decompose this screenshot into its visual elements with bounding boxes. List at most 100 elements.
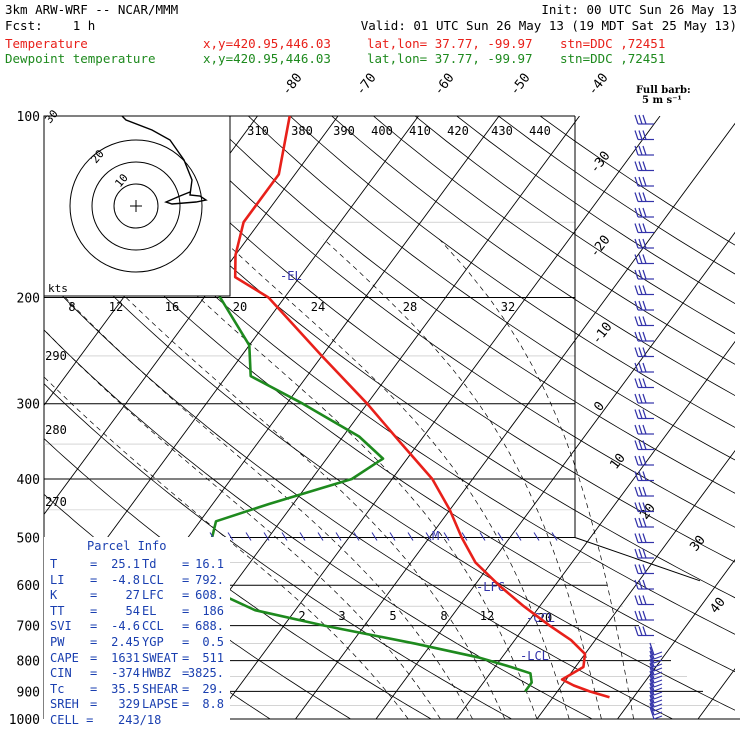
mixing-ratio-label: 5 — [389, 609, 396, 623]
wind-barb-flag — [638, 316, 643, 326]
isotherm-label: -70 — [353, 71, 379, 99]
wind-barb-flag — [638, 502, 643, 512]
parcel-value: 511 — [202, 650, 224, 665]
wind-barb-flag — [634, 533, 639, 543]
temp-legend-stn: stn=DDC ,72451 — [560, 36, 666, 51]
moist-adiabat — [439, 238, 634, 719]
parcel-value: 0.5 — [202, 635, 224, 649]
isotherm-label: -50 — [507, 71, 533, 99]
parcel-key: LI — [50, 572, 65, 587]
isotherm-label: 10 — [607, 451, 628, 473]
pressure-tick-label: 200 — [17, 292, 40, 307]
wind-barb-flag — [634, 579, 639, 590]
isotherm — [536, 449, 735, 719]
isotherm-label: -10 — [589, 320, 615, 348]
wind-barb-low — [649, 694, 655, 708]
level-label: M — [432, 529, 439, 543]
isotherm-label: 30 — [687, 533, 708, 555]
isotherm — [44, 116, 339, 516]
wind-barb-flag — [642, 626, 647, 636]
temp-legend-latlon: lat,lon= 37.77, -99.97 — [367, 36, 533, 51]
parcel-key: SVI — [50, 619, 72, 634]
parcel-key: LFC — [142, 588, 164, 603]
wind-barb-flag — [634, 192, 639, 202]
parcel-eq: = — [90, 635, 98, 649]
parcel-eq: = — [90, 697, 98, 712]
wind-barb-flag — [634, 564, 639, 574]
dry-adiabat — [248, 116, 735, 461]
wind-barb-flag — [634, 471, 639, 481]
parcel-eq: = — [182, 557, 190, 571]
dry-adiabat — [373, 116, 735, 365]
parcel-value: 329 — [118, 697, 140, 712]
wind-barb-flag — [634, 548, 639, 559]
level-tick — [371, 532, 378, 541]
parcel-key: CIN — [50, 666, 72, 681]
level-tick — [389, 532, 396, 541]
wind-barb-flag — [638, 161, 643, 171]
wind-barb-low-flag — [653, 667, 663, 672]
barb-legend-line1: Full barb: — [636, 85, 691, 96]
dry-adiabat — [44, 223, 735, 711]
wind-barb-flag — [638, 347, 643, 357]
level-tick — [407, 532, 414, 541]
wind-barb-flag — [634, 610, 639, 621]
isotherm-label: 0 — [591, 399, 608, 414]
dry-adiabat — [206, 116, 735, 494]
isotherm — [0, 116, 16, 719]
parcel-value: 243/18 — [118, 713, 162, 727]
wind-barb-flag — [638, 223, 643, 233]
wind-barb-flag — [634, 238, 639, 249]
hodograph-kts-label: kts — [48, 282, 68, 295]
level-tick — [443, 532, 450, 541]
wind-barb-flag — [638, 378, 643, 388]
wind-barb-flag — [642, 176, 647, 187]
wind-barb-flag — [638, 238, 643, 249]
wind-barb-flag — [642, 502, 647, 512]
wind-barb-flag — [642, 610, 647, 621]
temp-legend-xy: x,y=420.95,446.03 — [203, 36, 331, 51]
wind-barb-flag — [634, 517, 639, 528]
wind-barb-flag — [634, 424, 639, 435]
level-tick — [335, 532, 342, 541]
parcel-key: YGP — [142, 635, 164, 649]
level-label: -EL — [280, 269, 302, 283]
parcel-key: CCL — [142, 619, 164, 634]
wind-barb-flag — [638, 393, 643, 404]
parcel-key: HWBZ — [142, 666, 171, 681]
wind-barb-flag — [642, 424, 647, 435]
hodograph-ring — [113, 183, 159, 229]
level-tick — [227, 532, 234, 541]
parcel-eq: = — [182, 603, 190, 618]
wind-barb-flag — [634, 455, 639, 466]
dry-adiabat — [122, 116, 735, 563]
wind-barb-flag — [638, 533, 643, 543]
dry-adiabat-label: 270 — [45, 495, 67, 509]
parcel-eq: = — [182, 697, 190, 712]
wind-barb-low — [649, 686, 655, 700]
wind-barb-low — [649, 666, 655, 680]
moist-adiabat — [68, 238, 506, 719]
wind-barb-flag — [642, 347, 647, 357]
wind-barb-flag — [634, 502, 639, 512]
dry-adiabat — [164, 116, 735, 528]
mixing-ratio-label: 16 — [165, 300, 179, 314]
parcel-value: 25.1 — [111, 557, 140, 571]
pressure-tick-label: 100 — [17, 110, 40, 125]
dry-adiabat — [44, 171, 735, 673]
wind-barb-flag — [638, 176, 643, 187]
parcel-value: 688. — [195, 619, 224, 634]
dew-legend-latlon: lat,lon= 37.77, -99.97 — [367, 51, 533, 66]
wind-barb-low-flag — [653, 699, 663, 704]
parcel-key: SREH — [50, 697, 79, 712]
isotherm-label: -60 — [431, 71, 457, 99]
model-title: 3km ARW-WRF -- NCAR/MMM — [5, 2, 179, 17]
parcel-value: 2.45 — [111, 635, 140, 649]
dry-adiabat — [44, 329, 593, 719]
isotherm-label: 40 — [707, 595, 728, 617]
wind-barb-flag — [642, 285, 647, 295]
isotherm-label: -40 — [585, 71, 611, 99]
moist-adiabat — [323, 238, 602, 719]
wind-barb-flag — [642, 440, 647, 450]
wind-barb-low-flag — [653, 703, 663, 708]
